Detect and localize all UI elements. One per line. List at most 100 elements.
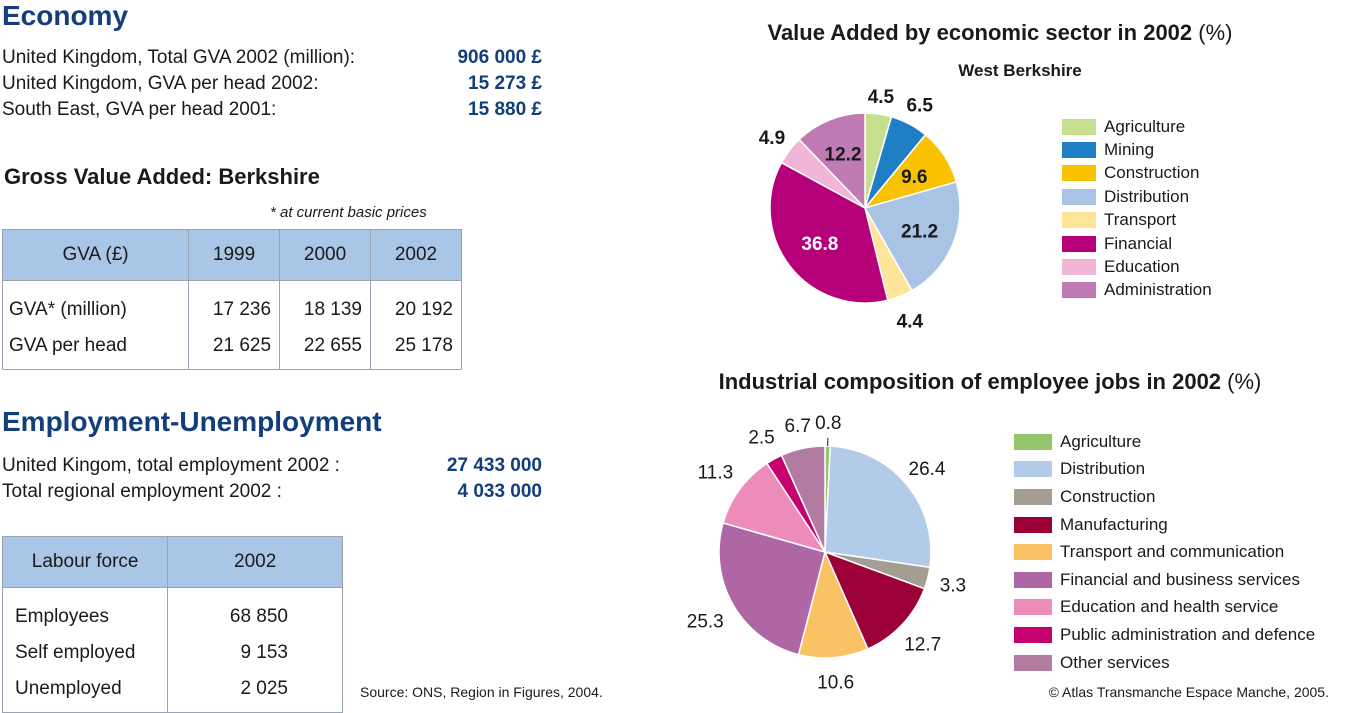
pie-label: 6.7	[785, 416, 811, 437]
pie-label: 4.4	[897, 311, 924, 330]
pie-label: 4.9	[759, 128, 785, 149]
pie-label: 0.8	[815, 413, 841, 434]
labour-cell: Unemployed	[3, 671, 168, 713]
legend-swatch	[1062, 212, 1096, 228]
legend-item: Construction	[1062, 162, 1212, 185]
economy-value-2: 15 273 £	[400, 73, 542, 95]
legend-item: Financial and business services	[1014, 566, 1315, 594]
labour-cell: 2 025	[168, 671, 343, 713]
labour-table: Labour force 2002 Employees 68 850 Self …	[2, 536, 343, 713]
legend-item: Education and health service	[1014, 594, 1315, 622]
economy-title: Economy	[2, 0, 128, 32]
labour-header-row: Labour force 2002	[3, 537, 343, 588]
legend-label: Construction	[1104, 163, 1199, 183]
labour-header: Labour force	[3, 537, 168, 588]
legend-swatch	[1014, 627, 1052, 643]
chart1-title: Value Added by economic sector in 2002 (…	[690, 20, 1310, 46]
legend-swatch	[1014, 544, 1052, 560]
employment-label-2: Total regional employment 2002 :	[2, 481, 282, 503]
pie-label: 12.2	[825, 144, 862, 165]
labour-cell: 68 850	[168, 588, 343, 636]
table-row: GVA* (million) 17 236 18 139 20 192	[3, 281, 462, 329]
legend-swatch	[1062, 236, 1096, 252]
legend-item: Distribution	[1014, 456, 1315, 484]
table-row: Self employed 9 153	[3, 635, 343, 671]
legend-label: Education and health service	[1060, 597, 1278, 617]
legend-item: Agriculture	[1062, 115, 1212, 138]
pie-label: 4.5	[868, 87, 895, 108]
chart1-title-text: Value Added by economic sector in 2002	[767, 20, 1192, 45]
gva-note: * at current basic prices	[270, 204, 427, 221]
legend-item: Transport and communication	[1014, 538, 1315, 566]
legend-swatch	[1014, 599, 1052, 615]
pie-label: 9.6	[901, 167, 927, 188]
legend-item: Mining	[1062, 138, 1212, 161]
legend-swatch	[1062, 119, 1096, 135]
pie-label: 11.3	[698, 462, 734, 483]
economy-value-3: 15 880 £	[400, 99, 542, 121]
legend-item: Financial	[1062, 232, 1212, 255]
gva-header: 1999	[189, 230, 280, 281]
chart1-subtitle: West Berkshire	[860, 61, 1180, 81]
pie-label: 2.5	[748, 427, 774, 448]
legend-swatch	[1014, 517, 1052, 533]
pie-label: 21.2	[901, 221, 938, 242]
legend-item: Agriculture	[1014, 428, 1315, 456]
legend-swatch	[1014, 655, 1052, 671]
gva-cell: GVA* (million)	[3, 281, 189, 329]
legend-label: Agriculture	[1104, 117, 1185, 137]
legend-label: Other services	[1060, 653, 1170, 673]
legend-label: Distribution	[1104, 187, 1189, 207]
legend-swatch	[1014, 572, 1052, 588]
table-row: Unemployed 2 025	[3, 671, 343, 713]
legend-swatch	[1014, 489, 1052, 505]
pie-label: 3.3	[940, 576, 966, 597]
economy-value-1: 906 000 £	[400, 47, 542, 69]
legend-label: Financial and business services	[1060, 570, 1300, 590]
legend-swatch	[1062, 259, 1096, 275]
legend-swatch	[1062, 165, 1096, 181]
source-note: Source: ONS, Region in Figures, 2004.	[360, 684, 603, 700]
legend-item: Public administration and defence	[1014, 621, 1315, 649]
gva-cell: 21 625	[189, 328, 280, 370]
gva-cell: 22 655	[280, 328, 371, 370]
gva-header: 2000	[280, 230, 371, 281]
legend-swatch	[1014, 434, 1052, 450]
gva-header: GVA (£)	[3, 230, 189, 281]
pie-chart-employee-jobs: 0.826.43.312.710.625.311.32.56.7	[660, 402, 990, 700]
legend-label: Education	[1104, 257, 1180, 277]
legend-swatch	[1062, 282, 1096, 298]
gva-cell: 25 178	[371, 328, 462, 370]
pie-label: 25.3	[687, 612, 724, 633]
employment-title: Employment-Unemployment	[2, 406, 382, 438]
pie-label: 36.8	[801, 234, 838, 255]
gva-cell: GVA per head	[3, 328, 189, 370]
legend-item: Construction	[1014, 483, 1315, 511]
legend-label: Public administration and defence	[1060, 625, 1315, 645]
pie-label: 6.5	[906, 96, 933, 117]
legend-label: Transport	[1104, 210, 1176, 230]
legend-item: Distribution	[1062, 185, 1212, 208]
gva-header-row: GVA (£) 1999 2000 2002	[3, 230, 462, 281]
employment-label-1: United Kingom, total employment 2002 :	[2, 455, 340, 477]
gva-cell: 20 192	[371, 281, 462, 329]
chart2-title-text: Industrial composition of employee jobs …	[719, 369, 1221, 394]
copyright-note: © Atlas Transmanche Espace Manche, 2005.	[1049, 684, 1329, 700]
pie-label: 12.7	[904, 635, 941, 656]
pie-label: 26.4	[909, 459, 946, 480]
chart2-title-suffix: (%)	[1227, 369, 1261, 394]
legend-item: Education	[1062, 255, 1212, 278]
chart2-title: Industrial composition of employee jobs …	[660, 369, 1320, 395]
legend-label: Agriculture	[1060, 432, 1141, 452]
legend-swatch	[1062, 189, 1096, 205]
legend-swatch	[1062, 142, 1096, 158]
labour-cell: Employees	[3, 588, 168, 636]
table-row: Employees 68 850	[3, 588, 343, 636]
legend-swatch	[1014, 461, 1052, 477]
labour-cell: 9 153	[168, 635, 343, 671]
legend-label: Mining	[1104, 140, 1154, 160]
legend-label: Transport and communication	[1060, 542, 1284, 562]
pie-chart-value-added: 4.5 6.5 9.6 21.2 4.4 36.8 4.9 12.2	[740, 80, 990, 330]
gva-title: Gross Value Added: Berkshire	[4, 164, 320, 190]
